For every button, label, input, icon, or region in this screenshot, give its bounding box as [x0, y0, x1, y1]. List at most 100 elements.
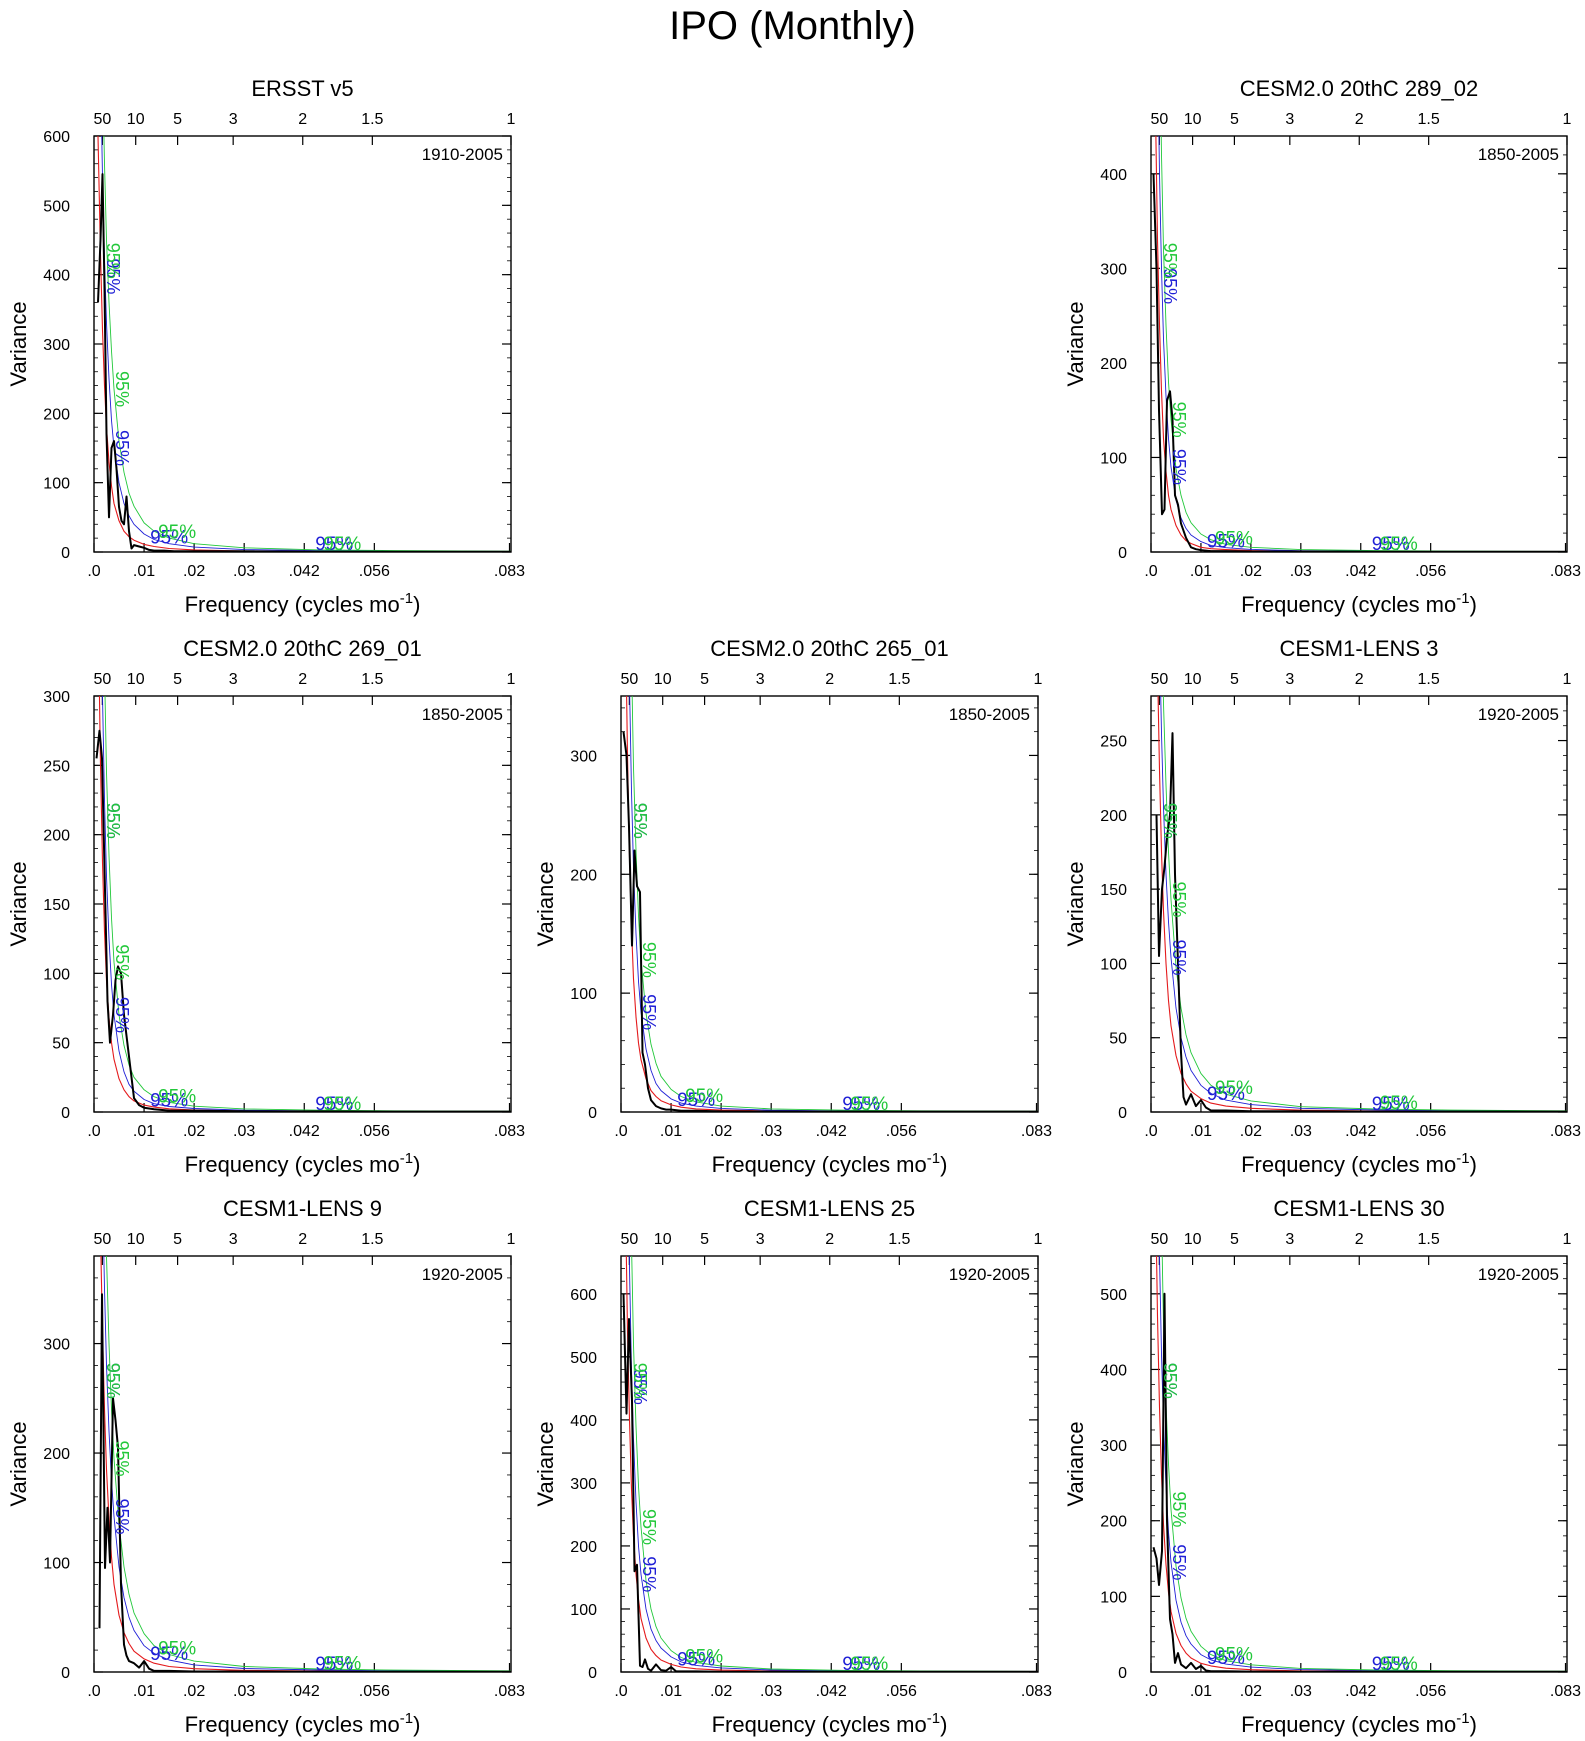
x-tick-label: .083 [1550, 1683, 1581, 1700]
x-axis-label: Frequency (cycles mo-1) [1241, 590, 1477, 617]
x-axis-label-exponent: -1 [400, 1710, 413, 1727]
x-axis-label: Frequency (cycles mo-1) [712, 1710, 948, 1737]
period-tick-label: 1.5 [1418, 111, 1440, 128]
y-tick-label: 500 [1100, 1287, 1127, 1304]
x-tick-label: .0 [87, 1123, 100, 1140]
x-tick-label: .01 [1190, 563, 1212, 580]
confidence-label: 95% [1372, 1654, 1410, 1675]
x-axis-label-exponent: -1 [927, 1150, 940, 1167]
confidence-label: 95% [842, 1094, 880, 1115]
x-tick-label: .03 [233, 1683, 255, 1700]
x-tick-label: .056 [886, 1123, 917, 1140]
series-conf_blue [629, 696, 1038, 1112]
x-tick-label: .042 [289, 1123, 320, 1140]
x-tick-label: .02 [710, 1683, 732, 1700]
period-tick-label: 1 [507, 671, 516, 688]
panel-title: CESM1-LENS 9 [223, 1196, 382, 1221]
x-axis-label: Frequency (cycles mo-1) [1241, 1710, 1477, 1737]
series-conf_blue [103, 1256, 511, 1672]
series-red_noise [626, 696, 1038, 1112]
plot-frame [1150, 135, 1568, 553]
confidence-label: 95% [1169, 939, 1189, 975]
x-tick-label: .03 [1290, 1683, 1312, 1700]
period-tick-label: 10 [1184, 111, 1202, 128]
period-tick-label: 1.5 [361, 111, 383, 128]
confidence-label: 95% [630, 803, 650, 839]
x-tick-label: .03 [233, 1123, 255, 1140]
y-tick-label: 0 [61, 1665, 70, 1682]
x-axis-label-main: Frequency (cycles mo [1241, 592, 1456, 617]
period-tick-label: 1 [1563, 1231, 1572, 1248]
series-spectrum [95, 729, 511, 1112]
figure-title: IPO (Monthly) [669, 4, 916, 48]
period-tick-label: 5 [700, 671, 709, 688]
plot-frame [620, 1255, 1039, 1673]
confidence-label: 95% [103, 1363, 123, 1399]
x-tick-label: .056 [886, 1683, 917, 1700]
period-tick-label: 1.5 [361, 671, 383, 688]
panel-title: CESM1-LENS 30 [1273, 1196, 1444, 1221]
x-axis-label-exponent: -1 [1456, 590, 1469, 607]
x-tick-label: .01 [133, 1123, 155, 1140]
confidence-label: 95% [1160, 803, 1180, 839]
series-red_noise [1157, 696, 1567, 1112]
series-spectrum [622, 731, 1038, 1112]
panel-3: CESM2.0 20thC 269_011850-200505010015020… [6, 636, 525, 1177]
x-axis-label-exponent: -1 [1456, 1710, 1469, 1727]
panel-title: CESM1-LENS 25 [744, 1196, 915, 1221]
series-conf_green [103, 136, 511, 552]
x-tick-label: .02 [1240, 1123, 1262, 1140]
period-tick-label: 10 [127, 1231, 145, 1248]
y-tick-label: 0 [61, 545, 70, 562]
period-tick-label: 1 [1563, 111, 1572, 128]
y-tick-label: 300 [43, 689, 70, 706]
period-tick-label: 2 [298, 671, 307, 688]
confidence-label: 95% [685, 1086, 723, 1107]
x-tick-label: .02 [183, 1683, 205, 1700]
plot-frame [93, 1255, 512, 1673]
y-tick-label: 300 [1100, 1438, 1127, 1455]
confidence-label: 95% [1215, 1078, 1253, 1099]
period-tick-label: 10 [1184, 671, 1202, 688]
panel-title: CESM2.0 20thC 289_02 [1240, 76, 1479, 101]
period-tick-label: 2 [298, 1231, 307, 1248]
series-spectrum [1155, 732, 1567, 1112]
y-tick-label: 50 [1109, 1031, 1127, 1048]
x-axis-label-end: ) [940, 1152, 947, 1177]
confidence-label: 95% [103, 1363, 123, 1399]
x-tick-label: .02 [183, 563, 205, 580]
confidence-label: 95% [1207, 532, 1245, 553]
x-tick-label: .042 [289, 563, 320, 580]
panel-title: CESM2.0 20thC 265_01 [710, 636, 949, 661]
x-tick-label: .0 [614, 1123, 627, 1140]
period-tick-label: 5 [173, 671, 182, 688]
period-tick-label: 10 [654, 1231, 672, 1248]
period-tick-label: 3 [756, 671, 765, 688]
period-tick-label: 3 [229, 111, 238, 128]
x-tick-label: .083 [1550, 563, 1581, 580]
confidence-label: 95% [1160, 268, 1180, 304]
y-tick-label: 400 [570, 1413, 597, 1430]
x-axis-label-main: Frequency (cycles mo [185, 1152, 400, 1177]
y-tick-label: 250 [43, 758, 70, 775]
plot-frame [620, 695, 1039, 1113]
period-tick-label: 5 [1230, 671, 1239, 688]
confidence-label: 95% [1380, 534, 1418, 555]
x-tick-label: .01 [660, 1123, 682, 1140]
period-tick-label: 1 [1034, 671, 1043, 688]
panel-7: CESM1-LENS 25 1920-2005 0 100 200 300 400 500 60… [533, 1196, 1052, 1737]
series-red_noise [1155, 1256, 1567, 1672]
x-tick-label: .083 [494, 1683, 525, 1700]
confidence-label: 95% [630, 1369, 650, 1405]
x-axis-label-end: ) [1470, 592, 1477, 617]
x-tick-label: .03 [1290, 563, 1312, 580]
period-tick-label: 5 [173, 111, 182, 128]
x-axis-label: Frequency (cycles mo-1) [185, 590, 421, 617]
period-tick-label: 3 [1285, 1231, 1294, 1248]
confidence-label: 95% [112, 371, 132, 407]
confidence-label: 95% [630, 1363, 650, 1399]
period-tick-label: 2 [298, 111, 307, 128]
x-tick-label: .083 [494, 1123, 525, 1140]
x-tick-label: .042 [1345, 1123, 1376, 1140]
confidence-label: 95% [1215, 1645, 1253, 1666]
